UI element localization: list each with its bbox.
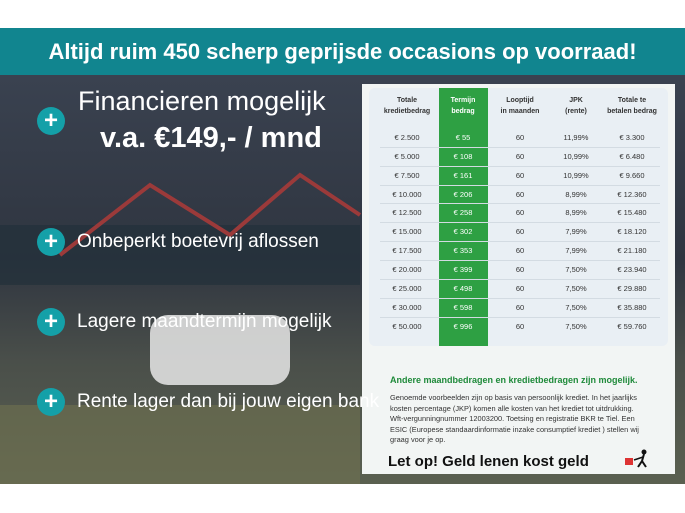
row-divider bbox=[380, 297, 660, 299]
column-header: Totale te bbox=[617, 97, 647, 104]
plus-icon: + bbox=[37, 308, 65, 336]
table-cell: 8,99% bbox=[565, 208, 587, 218]
table-cell: 7,99% bbox=[565, 246, 587, 256]
table-cell: 60 bbox=[515, 302, 525, 312]
row-divider bbox=[380, 259, 660, 261]
table-cell: € 18.120 bbox=[617, 227, 647, 237]
column-header: betalen bedrag bbox=[607, 108, 657, 115]
warning: Let op! Geld lenen kost geld bbox=[388, 453, 589, 470]
table-cell: € 399 bbox=[453, 264, 473, 274]
table-cell: 60 bbox=[515, 170, 525, 180]
table-cell: € 15.000 bbox=[392, 227, 422, 237]
column-header: (rente) bbox=[565, 108, 587, 115]
table-cell: € 15.480 bbox=[617, 208, 647, 218]
column-header: Totale bbox=[396, 97, 418, 104]
table-cell: 10,99% bbox=[563, 170, 589, 180]
table-cell: € 50.000 bbox=[392, 321, 422, 331]
notes-heading: Andere maandbedragen en kredietbedragen … bbox=[390, 375, 638, 385]
table-cell: € 5.000 bbox=[394, 151, 420, 161]
table-cell: 60 bbox=[515, 283, 525, 293]
notes-line: Wft-vergunningnummer 12003200. Toetsing … bbox=[390, 414, 635, 423]
table-cell: € 12.360 bbox=[617, 189, 647, 199]
table-cell: € 7.500 bbox=[394, 170, 420, 180]
table-cell: 60 bbox=[515, 208, 525, 218]
benefit: Rente lager dan bij jouw eigen bank bbox=[77, 391, 380, 412]
table-cell: € 21.180 bbox=[617, 246, 647, 256]
table-cell: € 17.500 bbox=[392, 246, 422, 256]
table-cell: € 996 bbox=[453, 321, 473, 331]
table-card bbox=[369, 88, 668, 346]
row-divider bbox=[380, 165, 660, 167]
column-header: Looptijd bbox=[506, 97, 534, 104]
column-header: JPK bbox=[569, 97, 583, 104]
notes-line: graag voor je op. bbox=[390, 435, 446, 444]
notes-line: kosten percentage (JKP) komen alle koste… bbox=[390, 403, 634, 413]
benefit: Onbeperkt boetevrij aflossen bbox=[77, 231, 319, 252]
table-cell: 60 bbox=[515, 189, 525, 199]
plus-icon: + bbox=[37, 228, 65, 256]
table-cell: € 302 bbox=[453, 227, 473, 237]
plus-icon: + bbox=[37, 388, 65, 416]
table-cell: € 35.880 bbox=[617, 302, 647, 312]
table-cell: € 12.500 bbox=[392, 208, 422, 218]
column-header: Termijn bbox=[450, 97, 476, 104]
benefit: Lagere maandtermijn mogelijk bbox=[77, 311, 332, 332]
promo-price: v.a. €149,- / mnd bbox=[100, 122, 322, 154]
notes-line: ESIC (Europese standaardinformatie inzak… bbox=[390, 424, 639, 434]
table-cell: 60 bbox=[515, 246, 525, 256]
row-divider bbox=[380, 241, 660, 243]
column-header: kredietbedrag bbox=[383, 108, 431, 115]
row-divider bbox=[380, 203, 660, 205]
table-cell: € 30.000 bbox=[392, 302, 422, 312]
table-cell: € 59.760 bbox=[617, 321, 647, 331]
table-cell: 60 bbox=[515, 227, 525, 237]
table-cell: € 55 bbox=[455, 133, 471, 142]
row-divider bbox=[380, 278, 660, 280]
row-divider bbox=[380, 184, 660, 186]
table-cell: € 29.880 bbox=[617, 283, 647, 293]
table-cell: 7,50% bbox=[565, 283, 587, 293]
table-cell: 7,99% bbox=[565, 227, 587, 237]
column-header: bedrag bbox=[451, 108, 475, 115]
row-divider bbox=[380, 316, 660, 318]
table-cell: € 2.500 bbox=[394, 133, 420, 142]
table-cell: € 161 bbox=[453, 170, 473, 180]
plus-icon: + bbox=[37, 107, 65, 135]
table-cell: 60 bbox=[515, 151, 525, 161]
table-cell: € 23.940 bbox=[617, 264, 647, 274]
table-cell: € 206 bbox=[453, 189, 473, 199]
table-cell: 60 bbox=[515, 133, 525, 142]
table-cell: 7,50% bbox=[565, 321, 587, 331]
table-cell: € 598 bbox=[453, 302, 473, 312]
row-divider bbox=[380, 146, 660, 148]
table-cell: € 498 bbox=[453, 283, 473, 293]
table-cell: € 3.300 bbox=[619, 133, 645, 142]
table-cell: € 353 bbox=[453, 246, 473, 256]
table-cell: 60 bbox=[515, 321, 525, 331]
table-cell: € 6.480 bbox=[619, 151, 645, 161]
header-title: Altijd ruim 450 scherp geprijsde occasio… bbox=[0, 28, 685, 75]
row-divider bbox=[380, 222, 660, 224]
table-cell: € 9.660 bbox=[619, 170, 645, 180]
column-header: in maanden bbox=[500, 108, 540, 115]
notes-line: Genoemde voorbeelden zijn op basis van p… bbox=[390, 393, 637, 402]
table-cell: 8,99% bbox=[565, 189, 587, 199]
table-cell: 10,99% bbox=[563, 151, 589, 161]
table-cell: € 258 bbox=[453, 208, 473, 218]
promo-title: Financieren mogelijk bbox=[78, 86, 326, 116]
table-cell: 7,50% bbox=[565, 264, 587, 274]
table-cell: 7,50% bbox=[565, 302, 587, 312]
table-cell: € 20.000 bbox=[392, 264, 422, 274]
warning-icon bbox=[625, 449, 647, 468]
table-cell: € 25.000 bbox=[392, 283, 422, 293]
table-cell: € 10.000 bbox=[392, 189, 422, 199]
table-cell: € 108 bbox=[453, 151, 473, 161]
highlight-column bbox=[439, 88, 488, 346]
table-cell: 11,99% bbox=[563, 133, 589, 142]
table-cell: 60 bbox=[515, 264, 525, 274]
